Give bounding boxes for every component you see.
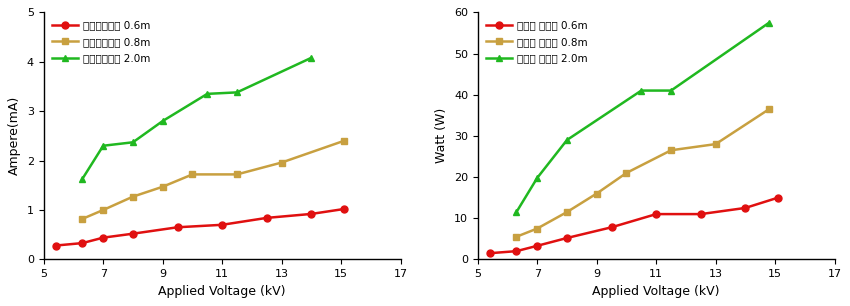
톅스텐 와이어 0.8m <box>592 192 602 195</box>
톅스텐 와이어 0.6m <box>651 212 661 216</box>
톅스텐와이어 2.0m <box>128 140 138 144</box>
X-axis label: Applied Voltage (kV): Applied Voltage (kV) <box>158 285 286 298</box>
톅스텐 와이어 2.0m <box>637 89 647 92</box>
톅스텐 와이어 2.0m <box>764 21 774 24</box>
톅스텐 와이어 2.0m <box>512 210 522 214</box>
톅스텐 와이어 0.6m <box>740 206 751 210</box>
톅스텐 와이어 0.6m <box>512 249 522 253</box>
톅스텐와이어 0.6m <box>306 212 316 216</box>
톅스텐와이어 2.0m <box>157 119 167 123</box>
톅스텐 와이어 0.8m <box>512 235 522 239</box>
Legend: 톅스텐 와이어 0.6m, 톅스텐 와이어 0.8m, 톅스텐 와이어 2.0m: 톅스텐 와이어 0.6m, 톅스텐 와이어 0.8m, 톅스텐 와이어 2.0m <box>483 17 591 66</box>
톅스텐 와이어 0.8m <box>764 107 774 111</box>
톅스텐와이어 2.0m <box>77 177 88 181</box>
톅스텐 와이어 2.0m <box>532 176 542 180</box>
톅스텐 와이어 0.6m <box>695 212 706 216</box>
톅스텐 와이어 0.8m <box>532 227 542 230</box>
톅스텐 와이어 0.8m <box>711 142 721 146</box>
톅스텐와이어 2.0m <box>306 56 316 60</box>
Line: 톅스텐 와이어 0.6m: 톅스텐 와이어 0.6m <box>486 194 782 257</box>
톅스텐와이어 0.6m <box>77 241 88 245</box>
톅스텐와이어 0.8m <box>276 161 286 164</box>
Y-axis label: Watt (W): Watt (W) <box>435 108 449 163</box>
톅스텐 와이어 0.6m <box>773 196 783 200</box>
Line: 톅스텐와이어 0.8m: 톅스텐와이어 0.8m <box>79 137 348 222</box>
톅스텐 와이어 2.0m <box>666 89 676 92</box>
톅스텐와이어 0.8m <box>187 173 197 176</box>
톅스텐와이어 0.6m <box>50 244 60 247</box>
톅스텐와이어 0.6m <box>217 223 227 227</box>
톅스텐와이어 0.8m <box>232 173 242 176</box>
톅스텐 와이어 0.6m <box>484 251 495 255</box>
Y-axis label: Ampere(mA): Ampere(mA) <box>8 96 21 175</box>
Line: 톅스텐와이어 2.0m: 톅스텐와이어 2.0m <box>79 54 314 182</box>
Line: 톅스텐 와이어 0.8m: 톅스텐 와이어 0.8m <box>513 106 773 240</box>
톅스텐 와이어 0.8m <box>621 171 632 175</box>
톅스텐와이어 0.6m <box>262 216 272 220</box>
톅스텐 와이어 0.8m <box>562 210 572 214</box>
Legend: 톅스텐와이어 0.6m, 톅스텐와이어 0.8m, 톅스텐와이어 2.0m: 톅스텐와이어 0.6m, 톅스텐와이어 0.8m, 톅스텐와이어 2.0m <box>49 17 154 66</box>
톅스텐와이어 0.8m <box>128 195 138 199</box>
톅스텐와이어 2.0m <box>232 91 242 94</box>
톅스텐와이어 0.6m <box>339 207 349 211</box>
톅스텐와이어 0.8m <box>98 208 108 212</box>
톅스텐와이어 0.6m <box>98 236 108 240</box>
톅스텐와이어 0.8m <box>157 185 167 188</box>
Line: 톅스텐와이어 0.6m: 톅스텐와이어 0.6m <box>52 206 348 249</box>
톅스텐 와이어 0.6m <box>607 226 617 229</box>
톅스텐 와이어 0.6m <box>532 244 542 248</box>
톅스텐와이어 0.8m <box>77 217 88 221</box>
톅스텐 와이어 0.8m <box>666 148 676 152</box>
X-axis label: Applied Voltage (kV): Applied Voltage (kV) <box>592 285 720 298</box>
톅스텐와이어 0.6m <box>173 226 183 229</box>
톅스텐와이어 0.8m <box>339 139 349 143</box>
톅스텐와이어 0.6m <box>128 232 138 236</box>
톅스텐 와이어 0.6m <box>562 236 572 240</box>
톅스텐 와이어 2.0m <box>562 138 572 142</box>
톅스텐와이어 2.0m <box>98 144 108 147</box>
톅스텐와이어 2.0m <box>202 92 212 96</box>
Line: 톅스텐 와이어 2.0m: 톅스텐 와이어 2.0m <box>513 19 773 215</box>
